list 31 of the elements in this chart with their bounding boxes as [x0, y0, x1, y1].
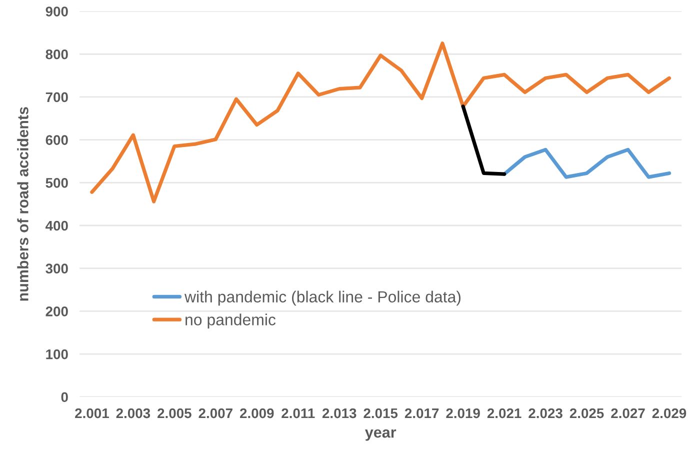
x-tick-label: 2.007: [198, 408, 232, 418]
legend-label: with pandemic (black line - Police data): [184, 290, 460, 306]
line-series: [90, 42, 672, 204]
y-tick-label: 600: [46, 135, 68, 145]
y-tick-label: 200: [46, 306, 68, 316]
x-tick-label: 2.019: [446, 408, 480, 418]
y-tick-label: 0: [61, 392, 68, 402]
line-series: [502, 148, 672, 179]
y-tick-label: 100: [46, 349, 68, 360]
x-tick-label: 2.011: [282, 408, 315, 418]
y-tick-label: 900: [46, 6, 68, 16]
y-tick-label: 700: [46, 92, 68, 102]
y-axis-title: numbers of road accidents: [17, 107, 28, 301]
x-tick-label: 2.005: [158, 408, 192, 418]
x-tick-label: 2.013: [322, 408, 356, 418]
x-tick-label: 2.009: [240, 408, 274, 418]
x-tick-label: 2.003: [116, 408, 150, 418]
y-tick-label: 800: [46, 49, 68, 60]
x-tick-label: 2.021: [487, 408, 522, 418]
x-tick-label: 2.001: [75, 408, 109, 418]
x-tick-label: 2.027: [611, 408, 645, 418]
y-tick-label: 500: [46, 178, 68, 188]
legend-label: no pandemic: [186, 314, 276, 329]
x-tick-label: 2.023: [528, 408, 562, 418]
y-tick-label: 300: [46, 264, 68, 274]
x-tick-label: 2.017: [404, 408, 439, 418]
x-tick-label: 2.015: [364, 408, 398, 418]
x-axis-title: year: [365, 429, 396, 441]
x-tick-label: 2.029: [652, 408, 686, 418]
x-tick-label: 2.025: [570, 408, 604, 418]
y-tick-label: 400: [46, 220, 68, 231]
